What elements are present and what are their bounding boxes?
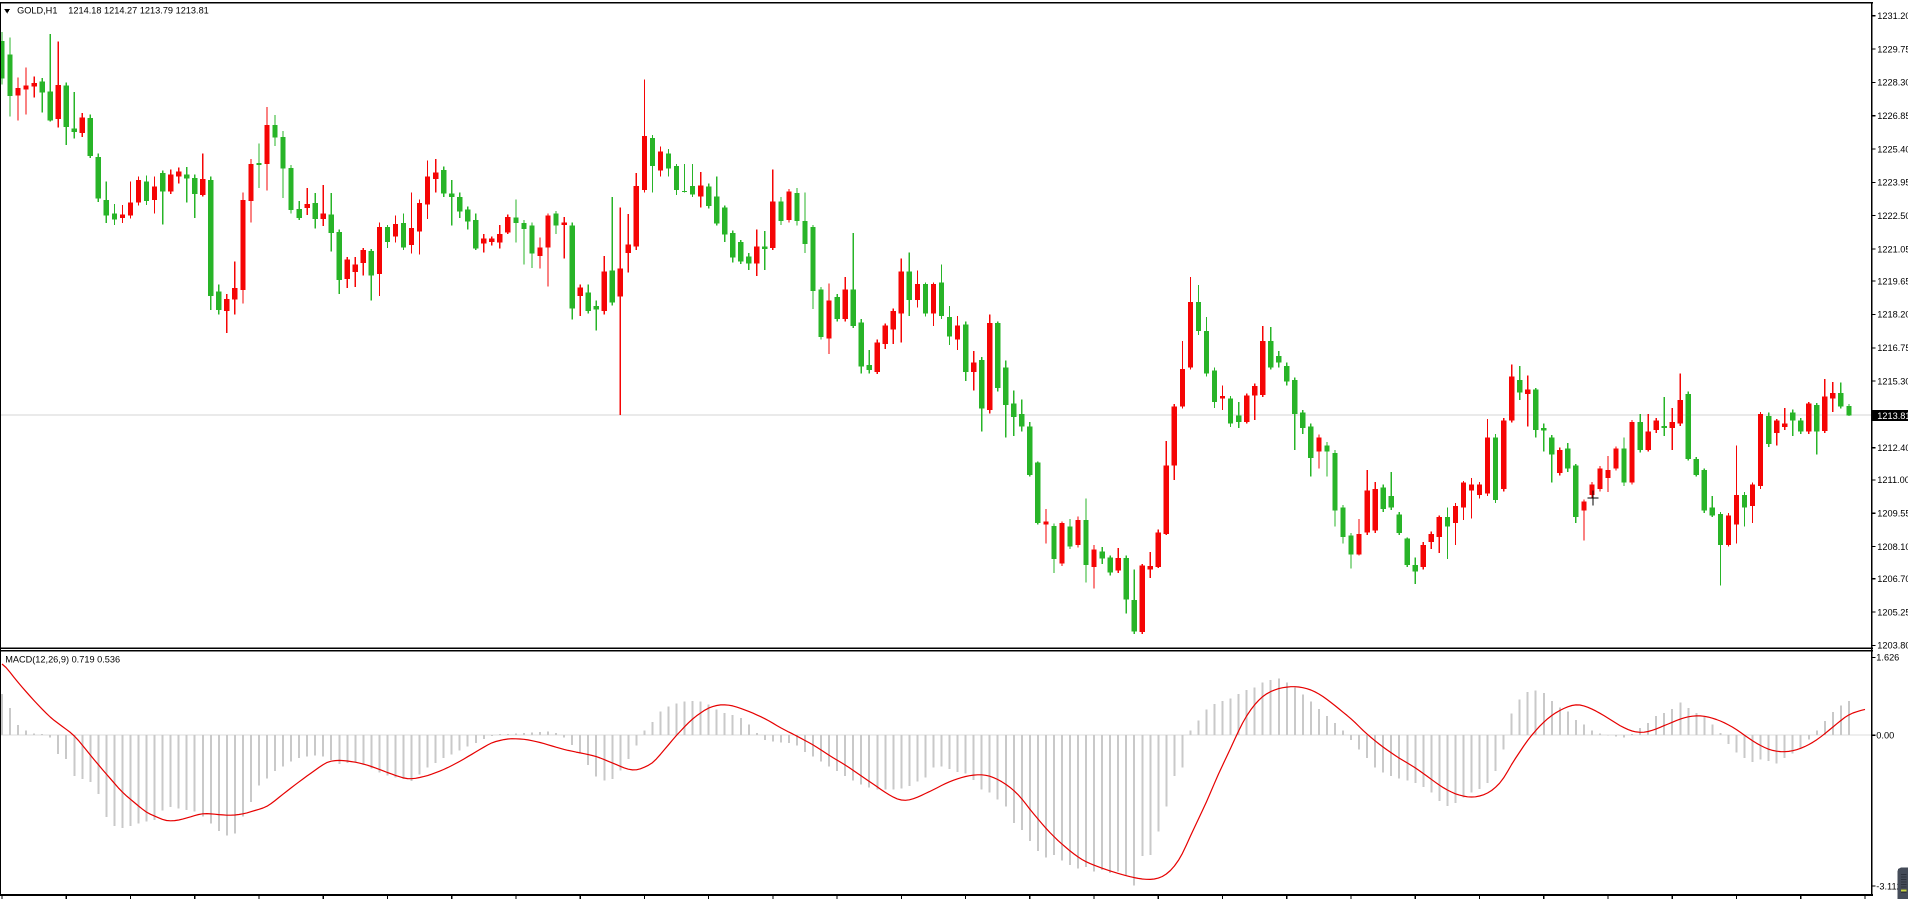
svg-text:1214.18 1214.27 1213.79 1213.8: 1214.18 1214.27 1213.79 1213.81 [68,6,209,16]
svg-text:1212.40: 1212.40 [1877,443,1908,453]
svg-text:-3.112: -3.112 [1876,881,1901,891]
svg-text:1206.70: 1206.70 [1877,574,1908,584]
svg-text:1208.10: 1208.10 [1877,542,1908,552]
svg-text:1203.80: 1203.80 [1877,641,1908,651]
svg-text:1231.20: 1231.20 [1877,11,1908,21]
svg-text:1213.81: 1213.81 [1877,411,1908,421]
svg-text:1216.75: 1216.75 [1877,343,1908,353]
svg-text:1229.75: 1229.75 [1877,44,1908,54]
svg-text:MACD(12,26,9) 0.719 0.536: MACD(12,26,9) 0.719 0.536 [5,655,120,665]
svg-text:1209.55: 1209.55 [1877,509,1908,519]
svg-text:1.626: 1.626 [1876,653,1899,663]
svg-text:1211.00: 1211.00 [1877,475,1908,485]
svg-text:1205.25: 1205.25 [1877,607,1908,617]
svg-text:1226.85: 1226.85 [1877,111,1908,121]
svg-text:GOLD,H1: GOLD,H1 [17,6,57,16]
svg-text:1223.95: 1223.95 [1877,178,1908,188]
svg-text:1222.50: 1222.50 [1877,211,1908,221]
svg-text:1215.30: 1215.30 [1877,376,1908,386]
svg-text:1228.30: 1228.30 [1877,78,1908,88]
svg-text:1219.65: 1219.65 [1877,276,1908,286]
svg-text:1221.05: 1221.05 [1877,244,1908,254]
svg-text:0.00: 0.00 [1876,731,1894,741]
svg-text:1225.40: 1225.40 [1877,144,1908,154]
svg-text:1218.20: 1218.20 [1877,310,1908,320]
